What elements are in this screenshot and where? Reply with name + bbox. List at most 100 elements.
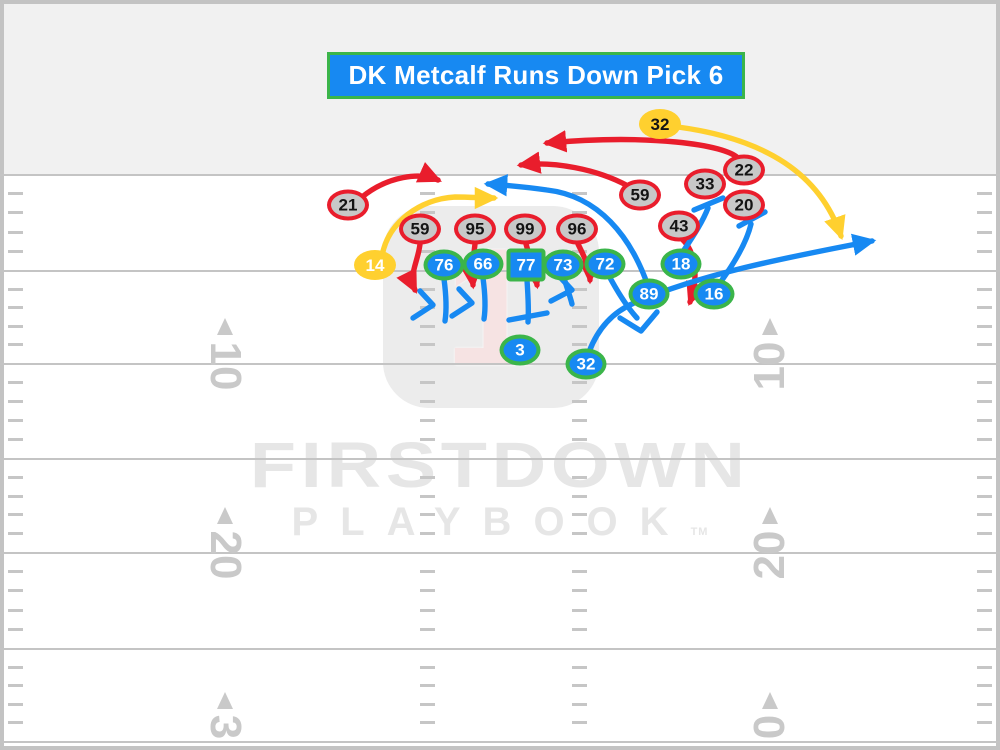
route-pull-72-chevron bbox=[617, 309, 660, 334]
hash-mark bbox=[420, 288, 435, 291]
hash-mark bbox=[977, 721, 992, 724]
hash-mark bbox=[572, 400, 587, 403]
hash-mark bbox=[8, 476, 23, 479]
player-badge-95[interactable]: 95 bbox=[454, 213, 496, 245]
play-title-banner[interactable]: DK Metcalf Runs Down Pick 6 bbox=[327, 52, 745, 99]
watermark-firstdown: FIRSTDOWN bbox=[250, 429, 750, 501]
hash-mark bbox=[572, 419, 587, 422]
direction-triangle-icon bbox=[762, 318, 778, 335]
direction-triangle-icon bbox=[217, 692, 233, 709]
hash-mark bbox=[977, 381, 992, 384]
hash-mark bbox=[420, 721, 435, 724]
player-badge-59[interactable]: 59 bbox=[399, 213, 441, 245]
player-badge-32[interactable]: 32 bbox=[639, 109, 681, 139]
hash-mark bbox=[8, 419, 23, 422]
hash-mark bbox=[8, 628, 23, 631]
hash-mark bbox=[420, 532, 435, 535]
hash-mark bbox=[572, 476, 587, 479]
hash-mark bbox=[572, 609, 587, 612]
player-badge-43[interactable]: 43 bbox=[658, 210, 700, 242]
player-badge-89[interactable]: 89 bbox=[628, 278, 670, 310]
hash-mark bbox=[572, 288, 587, 291]
yard-number-10: 10 bbox=[745, 341, 794, 391]
player-badge-3[interactable]: 3 bbox=[499, 334, 541, 366]
hash-mark bbox=[977, 325, 992, 328]
hash-mark bbox=[420, 513, 435, 516]
player-badge-59[interactable]: 59 bbox=[619, 179, 661, 211]
hash-mark bbox=[977, 419, 992, 422]
hash-mark bbox=[8, 589, 23, 592]
hash-mark bbox=[8, 250, 23, 253]
hash-mark bbox=[420, 628, 435, 631]
hash-mark bbox=[420, 476, 435, 479]
hash-mark bbox=[8, 703, 23, 706]
hash-mark bbox=[977, 684, 992, 687]
player-badge-77[interactable]: 77 bbox=[506, 248, 546, 282]
hash-mark bbox=[8, 666, 23, 669]
hash-mark bbox=[8, 513, 23, 516]
hash-mark bbox=[420, 343, 435, 346]
hash-mark bbox=[572, 628, 587, 631]
yard-line-4 bbox=[0, 552, 1000, 554]
player-badge-76[interactable]: 76 bbox=[423, 249, 465, 281]
hash-mark bbox=[572, 570, 587, 573]
hash-mark bbox=[977, 192, 992, 195]
hash-mark bbox=[420, 400, 435, 403]
player-badge-66[interactable]: 66 bbox=[462, 248, 504, 280]
hash-mark bbox=[572, 192, 587, 195]
player-badge-21[interactable]: 21 bbox=[327, 189, 369, 221]
hash-mark bbox=[572, 513, 587, 516]
player-badge-32[interactable]: 32 bbox=[565, 348, 607, 380]
hash-mark bbox=[420, 666, 435, 669]
hash-mark bbox=[8, 192, 23, 195]
hash-mark bbox=[572, 666, 587, 669]
player-badge-18[interactable]: 18 bbox=[660, 248, 702, 280]
player-badge-72[interactable]: 72 bbox=[584, 248, 626, 280]
yard-number-10: 10 bbox=[201, 341, 250, 391]
hash-mark bbox=[8, 609, 23, 612]
hash-mark bbox=[8, 400, 23, 403]
hash-mark bbox=[8, 325, 23, 328]
hash-mark bbox=[420, 419, 435, 422]
yard-number-0: 0 bbox=[745, 714, 794, 740]
yard-number-3: 3 bbox=[201, 714, 250, 740]
hash-mark bbox=[572, 495, 587, 498]
hash-mark bbox=[8, 211, 23, 214]
player-badge-99[interactable]: 99 bbox=[504, 213, 546, 245]
player-badge-22[interactable]: 22 bbox=[723, 154, 765, 186]
hash-mark bbox=[977, 666, 992, 669]
player-badge-20[interactable]: 20 bbox=[723, 189, 765, 221]
player-badge-14[interactable]: 14 bbox=[354, 250, 396, 280]
hash-mark bbox=[8, 288, 23, 291]
hash-mark bbox=[977, 609, 992, 612]
player-badge-96[interactable]: 96 bbox=[556, 213, 598, 245]
player-badge-73[interactable]: 73 bbox=[542, 249, 584, 281]
hash-mark bbox=[420, 570, 435, 573]
player-badge-33[interactable]: 33 bbox=[684, 168, 726, 200]
hash-mark bbox=[8, 570, 23, 573]
hash-mark bbox=[572, 438, 587, 441]
yard-number-20: 20 bbox=[745, 530, 794, 580]
hash-mark bbox=[572, 684, 587, 687]
hash-mark bbox=[977, 343, 992, 346]
yard-line-6 bbox=[0, 741, 1000, 743]
yard-line-5 bbox=[0, 648, 1000, 650]
player-badge-16[interactable]: 16 bbox=[693, 278, 735, 310]
hash-mark bbox=[977, 476, 992, 479]
hash-mark bbox=[8, 532, 23, 535]
hash-mark bbox=[420, 495, 435, 498]
hash-mark bbox=[8, 721, 23, 724]
hash-mark bbox=[8, 438, 23, 441]
watermark-playbook: PLAYBOOKTM bbox=[291, 500, 709, 544]
hash-mark bbox=[977, 570, 992, 573]
hash-mark bbox=[977, 288, 992, 291]
hash-mark bbox=[420, 192, 435, 195]
trademark-symbol: TM bbox=[690, 526, 709, 538]
hash-mark bbox=[977, 513, 992, 516]
hash-mark bbox=[977, 703, 992, 706]
hash-mark bbox=[8, 231, 23, 234]
route-block-18-bar bbox=[691, 195, 726, 213]
hash-mark bbox=[8, 343, 23, 346]
hash-mark bbox=[420, 381, 435, 384]
